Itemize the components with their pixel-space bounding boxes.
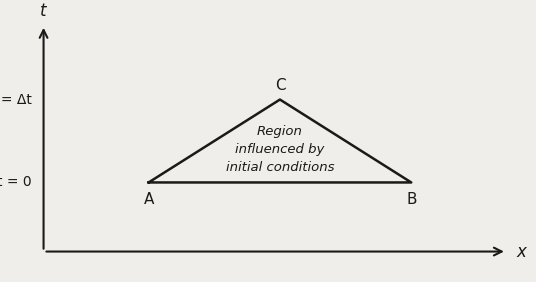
Text: C: C — [274, 78, 285, 92]
Text: t = 0: t = 0 — [0, 175, 32, 190]
Text: x: x — [516, 243, 526, 261]
Text: t: t — [40, 2, 47, 20]
Text: A: A — [144, 192, 154, 207]
Text: B: B — [406, 192, 416, 207]
Text: Region
influenced by
initial conditions: Region influenced by initial conditions — [226, 125, 334, 174]
Text: t = Δt: t = Δt — [0, 92, 32, 107]
